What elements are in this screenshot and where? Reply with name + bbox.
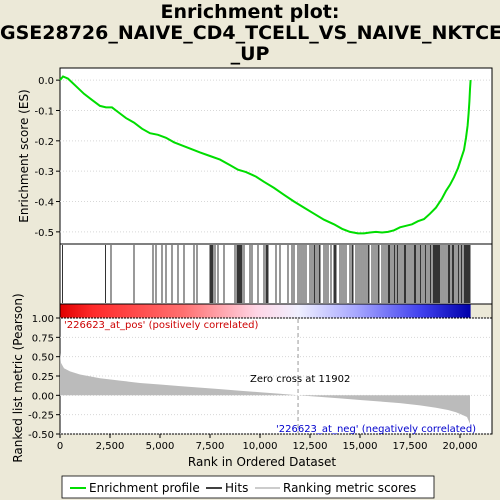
es-y-tick-label: 0.0 <box>38 76 54 87</box>
es-profile-line <box>59 75 472 235</box>
es-y-tick-label: -0.2 <box>34 137 54 148</box>
negative-correlation-label: '226623_at_neg' (negatively correlated) <box>276 424 476 435</box>
legend-label-enrichment: Enrichment profile <box>89 481 200 495</box>
ranking-metric-area <box>60 352 470 424</box>
metric-y-tick-label: 0.25 <box>32 372 54 383</box>
positive-correlation-label: '226623_at_pos' (positively correlated) <box>64 320 258 331</box>
metric-y-tick-label: 0.50 <box>32 353 54 364</box>
x-tick-label: 17,500 <box>393 441 428 452</box>
x-tick-label: 5,000 <box>146 441 175 452</box>
x-axis-label: Rank in Ordered Dataset <box>188 455 336 469</box>
metric-y-axis-label: Ranked list metric (Pearson) <box>11 293 25 462</box>
es-panel: 0.0 -0.1 -0.2 -0.3 -0.4 -0.5 Enrichment score… <box>17 67 493 245</box>
metric-y-tick-label: -0.50 <box>28 430 54 441</box>
chart-title-line-2: GSE28726_NAIVE_CD4_TCELL_VS_NAIVE_NKTCEL… <box>0 22 500 44</box>
legend-label-metric: Ranking metric scores <box>283 481 416 495</box>
x-tick-label: 15,000 <box>343 441 378 452</box>
es-y-axis-label: Enrichment score (ES) <box>17 89 31 222</box>
rank-color-bar <box>59 303 493 319</box>
x-tick-label: 20,000 <box>443 441 478 452</box>
metric-y-tick-label: 0.00 <box>32 391 54 402</box>
hits-panel <box>59 243 493 305</box>
es-y-tick-label: -0.5 <box>34 228 54 239</box>
es-panel-frame <box>59 67 493 245</box>
es-y-tick-label: -0.4 <box>34 198 54 209</box>
es-gridlines <box>60 79 492 233</box>
x-axis: 0 2,500 5,000 7,500 10,000 12,500 15,000 17,500… <box>57 434 478 452</box>
chart-title-line-3: _UP <box>230 43 270 65</box>
chart-title-line-1: Enrichment plot: <box>160 1 340 23</box>
metric-y-tick-label: 1.00 <box>32 314 54 325</box>
zero-cross-label: Zero cross at 11902 <box>250 374 350 385</box>
es-y-tick-label: -0.1 <box>34 106 54 117</box>
x-tick-label: 7,500 <box>196 441 225 452</box>
legend-label-hits: Hits <box>225 481 248 495</box>
metric-panel: 1.00 0.75 0.50 0.25 0.00 -0.25 -0.50 '226623_a… <box>11 293 493 463</box>
x-tick-label: 10,000 <box>243 441 278 452</box>
metric-y-tick-label: 0.75 <box>32 333 54 344</box>
metric-y-axis: 1.00 0.75 0.50 0.25 0.00 -0.25 -0.50 <box>28 314 60 441</box>
chart-title: Enrichment plot: GSE28726_NAIVE_CD4_TCEL… <box>0 2 500 65</box>
x-tick-label: 0 <box>57 441 63 452</box>
es-y-tick-label: -0.3 <box>34 167 54 178</box>
rank-gradient <box>60 304 471 318</box>
legend: Enrichment profile Hits Ranking metric s… <box>61 475 435 499</box>
x-tick-label: 12,500 <box>293 441 328 452</box>
es-y-axis: 0.0 -0.1 -0.2 -0.3 -0.4 -0.5 <box>34 76 60 239</box>
metric-y-tick-label: -0.25 <box>28 411 54 422</box>
hit-marks <box>62 245 471 303</box>
metric-gridlines <box>60 317 492 435</box>
legend-frame <box>61 475 435 499</box>
x-tick-label: 2,500 <box>96 441 125 452</box>
